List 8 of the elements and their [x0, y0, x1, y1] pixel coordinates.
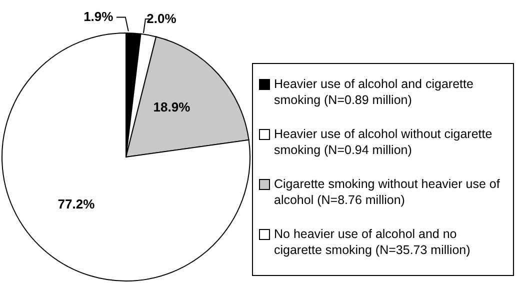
legend-label: Heavier use of alcohol and cigarette smoking (N=0.89 million) [274, 76, 474, 108]
data-label: 18.9% [153, 99, 191, 114]
data-label: 77.2% [58, 196, 96, 212]
legend-label: Heavier use of alcohol without cigarette smoking (N=0.94 million) [274, 126, 494, 158]
legend-label: Cigarette smoking without heavier use of alcohol (N=8.76 million) [274, 176, 501, 208]
data-label: 1.9% [84, 9, 114, 24]
legend-label: No heavier use of alcohol and no cigarette smoking (N=35.73 million) [274, 226, 472, 258]
data-label: 2.0% [146, 11, 177, 26]
